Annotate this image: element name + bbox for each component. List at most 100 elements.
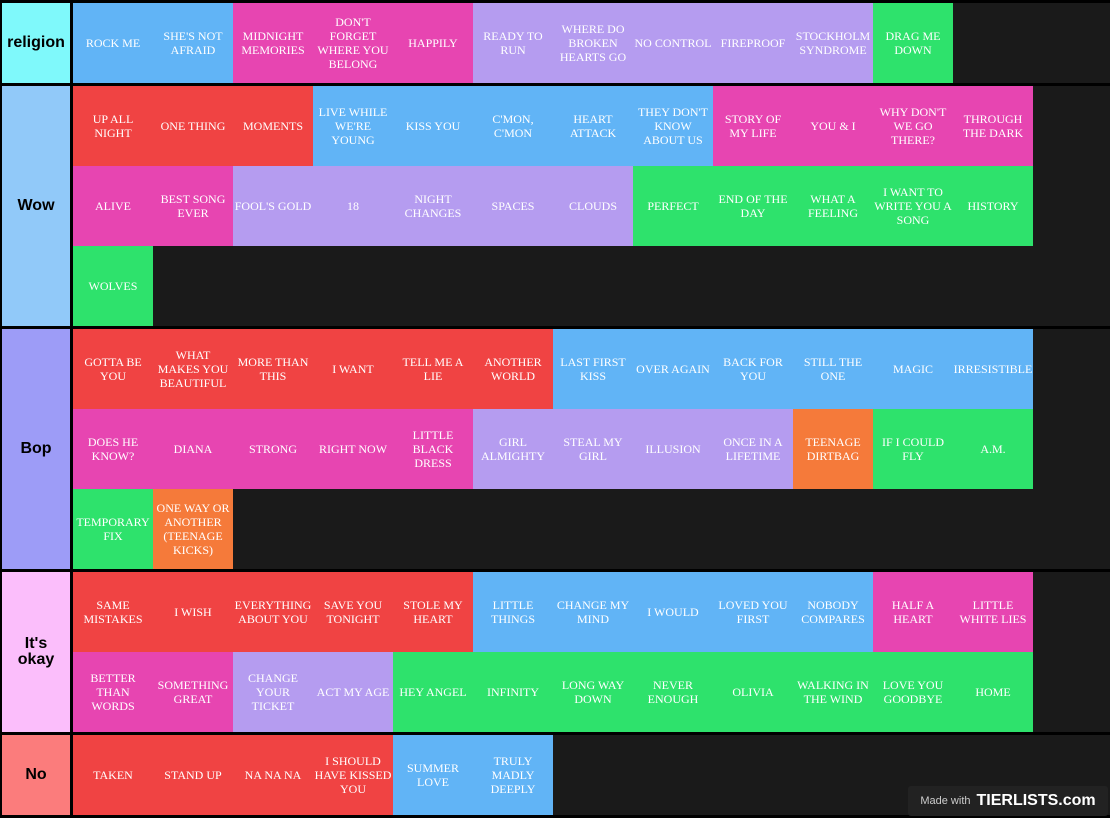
tier-item[interactable]: SHE'S NOT AFRAID xyxy=(153,3,233,83)
tier-item[interactable]: HEART ATTACK xyxy=(553,86,633,166)
tier-item[interactable]: IRRESISTIBLE xyxy=(953,329,1033,409)
tier-item[interactable]: END OF THE DAY xyxy=(713,166,793,246)
tier-item[interactable]: C'MON, C'MON xyxy=(473,86,553,166)
tier-item[interactable]: SAVE YOU TONIGHT xyxy=(313,572,393,652)
tier-item[interactable]: STOCKHOLM SYNDROME xyxy=(793,3,873,83)
tier-item[interactable]: STOLE MY HEART xyxy=(393,572,473,652)
tier-item[interactable]: WHERE DO BROKEN HEARTS GO xyxy=(553,3,633,83)
tier-item[interactable]: KISS YOU xyxy=(393,86,473,166)
tier-label[interactable]: It's okay xyxy=(2,572,70,732)
tier-item[interactable]: STORY OF MY LIFE xyxy=(713,86,793,166)
tier-item[interactable]: STEAL MY GIRL xyxy=(553,409,633,489)
tier-item[interactable]: THROUGH THE DARK xyxy=(953,86,1033,166)
tier-item[interactable]: ROCK ME xyxy=(73,3,153,83)
tier-item[interactable]: I WANT TO WRITE YOU A SONG xyxy=(873,166,953,246)
tier-item[interactable]: I WISH xyxy=(153,572,233,652)
tier-item[interactable]: RIGHT NOW xyxy=(313,409,393,489)
tier-item[interactable]: SPACES xyxy=(473,166,553,246)
tier-item[interactable]: DRAG ME DOWN xyxy=(873,3,953,83)
tier-item[interactable]: CLOUDS xyxy=(553,166,633,246)
tier-label[interactable]: No xyxy=(2,735,70,815)
tier-item[interactable]: LOVED YOU FIRST xyxy=(713,572,793,652)
tier-item[interactable]: THEY DON'T KNOW ABOUT US xyxy=(633,86,713,166)
tier-item[interactable]: OVER AGAIN xyxy=(633,329,713,409)
tier-item[interactable]: I WANT xyxy=(313,329,393,409)
tier-item[interactable]: WALKING IN THE WIND xyxy=(793,652,873,732)
tier-item[interactable]: LITTLE WHITE LIES xyxy=(953,572,1033,652)
tier-item[interactable]: NEVER ENOUGH xyxy=(633,652,713,732)
tier-item[interactable]: HISTORY xyxy=(953,166,1033,246)
tier-item[interactable]: STRONG xyxy=(233,409,313,489)
tier-item[interactable]: LOVE YOU GOODBYE xyxy=(873,652,953,732)
tier-item[interactable]: GIRL ALMIGHTY xyxy=(473,409,553,489)
tier-item[interactable]: DIANA xyxy=(153,409,233,489)
tier-item[interactable]: GOTTA BE YOU xyxy=(73,329,153,409)
tier-item[interactable]: DOES HE KNOW? xyxy=(73,409,153,489)
tier-item[interactable]: ACT MY AGE xyxy=(313,652,393,732)
tier-item[interactable]: WOLVES xyxy=(73,246,153,326)
tier-item[interactable]: TEMPORARY FIX xyxy=(73,489,153,569)
tier-item[interactable]: NOBODY COMPARES xyxy=(793,572,873,652)
tier-label[interactable]: Wow xyxy=(2,86,70,326)
tier-item[interactable]: LONG WAY DOWN xyxy=(553,652,633,732)
tier-item[interactable]: LITTLE BLACK DRESS xyxy=(393,409,473,489)
tier-item[interactable]: A.M. xyxy=(953,409,1033,489)
tier-item[interactable]: OLIVIA xyxy=(713,652,793,732)
tier-item[interactable]: ILLUSION xyxy=(633,409,713,489)
tier-item[interactable]: READY TO RUN xyxy=(473,3,553,83)
tier-item[interactable]: HOME xyxy=(953,652,1033,732)
tier-item[interactable]: HALF A HEART xyxy=(873,572,953,652)
tier-item[interactable]: FIREPROOF xyxy=(713,3,793,83)
tier-item[interactable]: NA NA NA xyxy=(233,735,313,815)
tier-item[interactable]: MAGIC xyxy=(873,329,953,409)
tier-item[interactable]: I WOULD xyxy=(633,572,713,652)
tier-item[interactable]: LAST FIRST KISS xyxy=(553,329,633,409)
tier-item[interactable]: MORE THAN THIS xyxy=(233,329,313,409)
tier-item[interactable]: ALIVE xyxy=(73,166,153,246)
tier-item[interactable]: YOU & I xyxy=(793,86,873,166)
tier-item[interactable]: 18 xyxy=(313,166,393,246)
tier-item[interactable]: ONE WAY OR ANOTHER (TEENAGE KICKS) xyxy=(153,489,233,569)
tier-items-area[interactable]: ROCK ME SHE'S NOT AFRAID MIDNIGHT MEMORIES… xyxy=(73,3,1110,83)
tier-item[interactable]: HAPPILY xyxy=(393,3,473,83)
tier-items-area[interactable]: GOTTA BE YOU WHAT MAKES YOU BEAUTIFUL MORE… xyxy=(73,329,1110,569)
tier-item[interactable]: CHANGE YOUR TICKET xyxy=(233,652,313,732)
tier-item[interactable]: TRULY MADLY DEEPLY xyxy=(473,735,553,815)
tier-item[interactable]: ONE THING xyxy=(153,86,233,166)
tier-item[interactable]: MIDNIGHT MEMORIES xyxy=(233,3,313,83)
tier-item[interactable]: SUMMER LOVE xyxy=(393,735,473,815)
tier-item[interactable]: EVERYTHING ABOUT YOU xyxy=(233,572,313,652)
tier-item[interactable]: ONCE IN A LIFETIME xyxy=(713,409,793,489)
tier-item[interactable]: HEY ANGEL xyxy=(393,652,473,732)
tier-item[interactable]: TAKEN xyxy=(73,735,153,815)
tier-item[interactable]: WHY DON'T WE GO THERE? xyxy=(873,86,953,166)
tier-item[interactable]: SAME MISTAKES xyxy=(73,572,153,652)
tier-item[interactable]: BEST SONG EVER xyxy=(153,166,233,246)
tier-item[interactable]: DON'T FORGET WHERE YOU BELONG xyxy=(313,3,393,83)
tier-item[interactable]: CHANGE MY MIND xyxy=(553,572,633,652)
tier-item[interactable]: UP ALL NIGHT xyxy=(73,86,153,166)
tier-item[interactable]: NIGHT CHANGES xyxy=(393,166,473,246)
tier-item[interactable]: BACK FOR YOU xyxy=(713,329,793,409)
tier-item[interactable]: STAND UP xyxy=(153,735,233,815)
tier-item[interactable]: PERFECT xyxy=(633,166,713,246)
tier-item[interactable]: INFINITY xyxy=(473,652,553,732)
tier-item[interactable]: WHAT A FEELING xyxy=(793,166,873,246)
tier-items-area[interactable]: UP ALL NIGHT ONE THING MOMENTS LIVE WHILE W… xyxy=(73,86,1110,326)
tier-item[interactable]: BETTER THAN WORDS xyxy=(73,652,153,732)
tier-item[interactable]: SOMETHING GREAT xyxy=(153,652,233,732)
tier-label[interactable]: Bop xyxy=(2,329,70,569)
tier-item[interactable]: IF I COULD FLY xyxy=(873,409,953,489)
tier-item[interactable]: NO CONTROL xyxy=(633,3,713,83)
tier-item[interactable]: STILL THE ONE xyxy=(793,329,873,409)
tier-item[interactable]: TELL ME A LIE xyxy=(393,329,473,409)
tier-item[interactable]: MOMENTS xyxy=(233,86,313,166)
tier-item[interactable]: I SHOULD HAVE KISSED YOU xyxy=(313,735,393,815)
tier-item[interactable]: LIVE WHILE WE'RE YOUNG xyxy=(313,86,393,166)
tier-items-area[interactable]: SAME MISTAKES I WISH EVERYTHING ABOUT YOU S… xyxy=(73,572,1110,732)
tier-item[interactable]: FOOL'S GOLD xyxy=(233,166,313,246)
tier-item[interactable]: ANOTHER WORLD xyxy=(473,329,553,409)
tier-items-area[interactable]: TAKEN STAND UP NA NA NA I SHOULD HAVE KISSE… xyxy=(73,735,1110,815)
tier-item[interactable]: TEENAGE DIRTBAG xyxy=(793,409,873,489)
tier-item[interactable]: LITTLE THINGS xyxy=(473,572,553,652)
